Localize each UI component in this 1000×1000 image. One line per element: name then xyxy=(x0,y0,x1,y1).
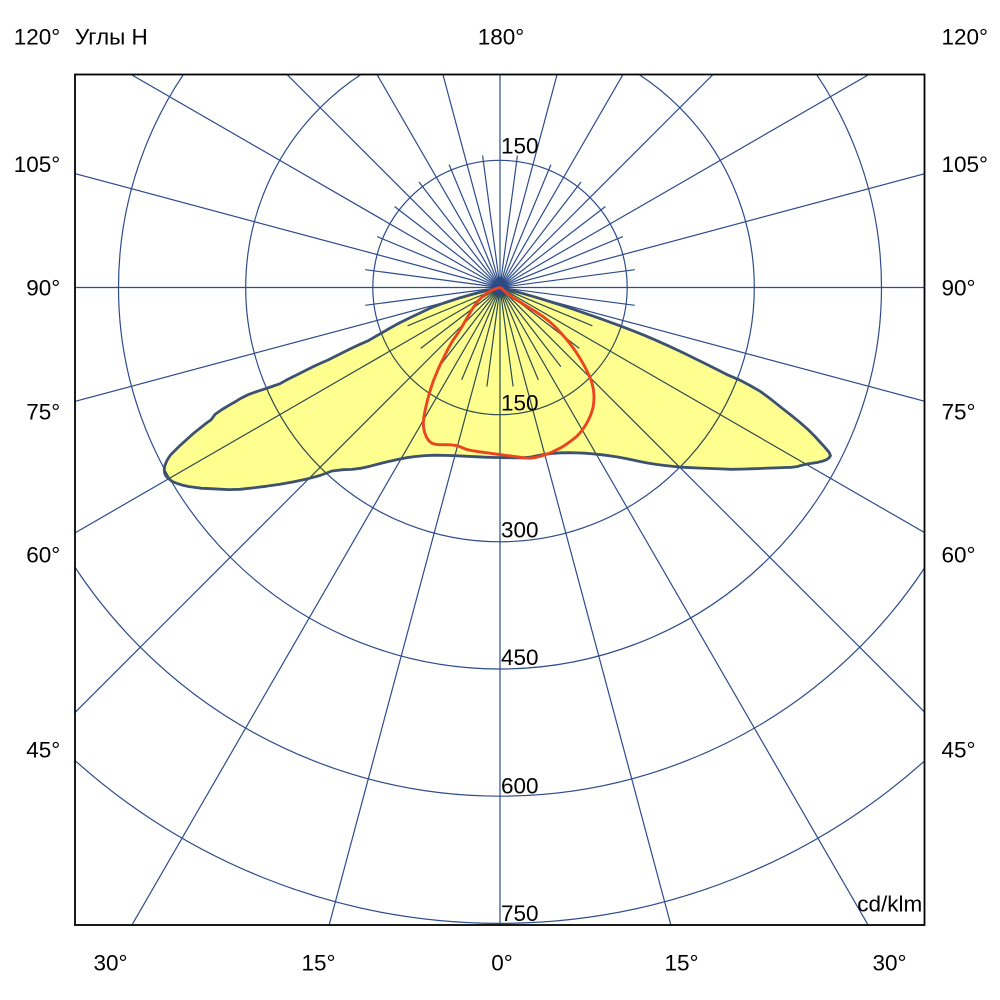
svg-text:30°: 30° xyxy=(93,950,127,975)
svg-text:0°: 0° xyxy=(491,950,513,975)
svg-text:150: 150 xyxy=(501,134,539,159)
svg-text:105°: 105° xyxy=(14,152,61,177)
svg-text:750: 750 xyxy=(501,901,539,926)
svg-text:15°: 15° xyxy=(301,950,335,975)
svg-text:Углы H: Углы H xyxy=(75,25,148,50)
svg-text:120°: 120° xyxy=(942,25,989,50)
svg-text:450: 450 xyxy=(501,645,539,670)
svg-text:30°: 30° xyxy=(872,950,906,975)
svg-text:75°: 75° xyxy=(26,399,60,424)
svg-text:75°: 75° xyxy=(942,399,976,424)
svg-text:180°: 180° xyxy=(478,25,525,50)
svg-text:45°: 45° xyxy=(942,738,976,763)
svg-text:120°: 120° xyxy=(14,25,61,50)
svg-text:60°: 60° xyxy=(26,542,60,567)
svg-text:300: 300 xyxy=(501,518,539,543)
svg-text:15°: 15° xyxy=(664,950,698,975)
svg-text:600: 600 xyxy=(501,774,539,799)
svg-text:90°: 90° xyxy=(942,276,976,301)
svg-text:150: 150 xyxy=(501,391,539,416)
svg-text:90°: 90° xyxy=(26,276,60,301)
svg-text:cd/klm: cd/klm xyxy=(857,892,922,917)
svg-text:45°: 45° xyxy=(26,738,60,763)
svg-text:105°: 105° xyxy=(942,152,989,177)
svg-text:60°: 60° xyxy=(942,542,976,567)
